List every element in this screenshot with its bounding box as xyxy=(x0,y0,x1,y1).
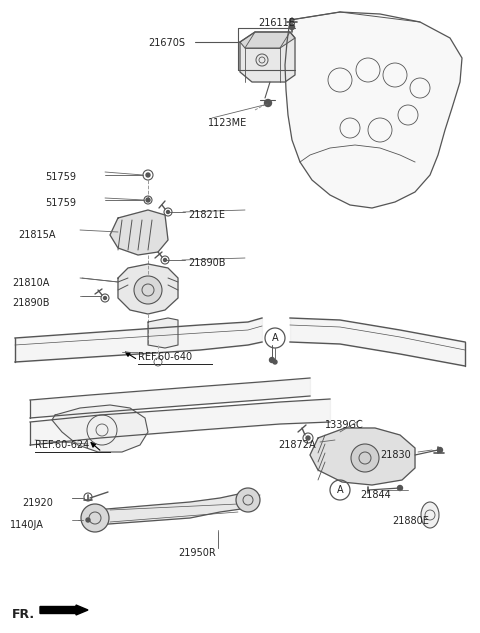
Text: 21810A: 21810A xyxy=(12,278,49,288)
Polygon shape xyxy=(148,318,178,348)
Circle shape xyxy=(146,173,150,177)
Text: 21890B: 21890B xyxy=(12,298,49,308)
Circle shape xyxy=(273,360,277,364)
Polygon shape xyxy=(52,405,148,452)
Text: 21830: 21830 xyxy=(380,450,411,460)
Text: 1339GC: 1339GC xyxy=(325,420,364,430)
Circle shape xyxy=(104,296,107,299)
Polygon shape xyxy=(240,32,295,82)
Text: 21670S: 21670S xyxy=(148,38,185,48)
Text: REF.60-640: REF.60-640 xyxy=(138,352,192,362)
Circle shape xyxy=(306,436,310,440)
Circle shape xyxy=(437,448,443,453)
Circle shape xyxy=(81,504,109,532)
Text: 21821E: 21821E xyxy=(188,210,225,220)
Circle shape xyxy=(146,198,150,202)
Polygon shape xyxy=(240,32,295,48)
Circle shape xyxy=(167,211,169,213)
Text: REF.60-624: REF.60-624 xyxy=(35,440,89,450)
Circle shape xyxy=(351,444,379,472)
Circle shape xyxy=(397,486,403,491)
Polygon shape xyxy=(310,428,415,485)
Circle shape xyxy=(86,518,90,522)
FancyArrow shape xyxy=(40,605,88,615)
Polygon shape xyxy=(285,12,462,208)
Text: 21920: 21920 xyxy=(22,498,53,508)
Polygon shape xyxy=(110,210,168,255)
Circle shape xyxy=(236,488,260,512)
Ellipse shape xyxy=(421,502,439,528)
Text: 21890B: 21890B xyxy=(188,258,226,268)
Text: 21872A: 21872A xyxy=(278,440,316,450)
Circle shape xyxy=(269,358,275,363)
Text: A: A xyxy=(336,485,343,495)
Text: 21880E: 21880E xyxy=(392,516,429,526)
Text: 51759: 51759 xyxy=(45,172,76,182)
Text: A: A xyxy=(272,333,278,343)
Circle shape xyxy=(164,258,167,261)
Text: 21611B: 21611B xyxy=(258,18,296,28)
Text: FR.: FR. xyxy=(12,608,35,621)
Circle shape xyxy=(134,276,162,304)
Text: 21815A: 21815A xyxy=(18,230,56,240)
Text: 21950R: 21950R xyxy=(178,548,216,558)
Circle shape xyxy=(264,99,272,106)
Text: 1123ME: 1123ME xyxy=(208,118,247,128)
Polygon shape xyxy=(118,264,178,314)
Text: 51759: 51759 xyxy=(45,198,76,208)
Polygon shape xyxy=(95,492,248,525)
Text: 1140JA: 1140JA xyxy=(10,520,44,530)
Text: 21844: 21844 xyxy=(360,490,391,500)
Circle shape xyxy=(289,25,295,30)
